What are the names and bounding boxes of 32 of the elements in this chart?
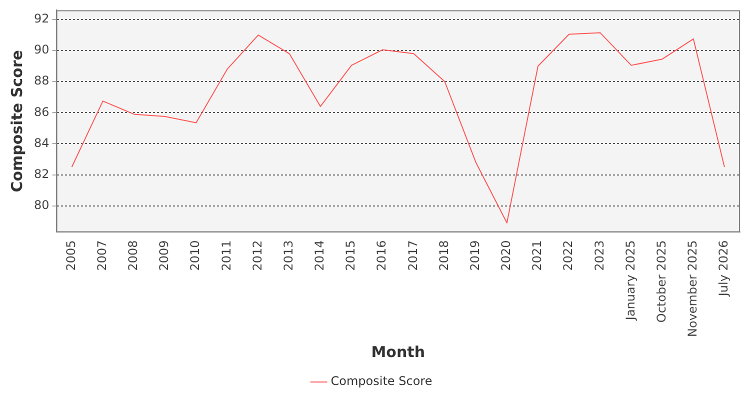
x-tick-label: 2012 <box>250 240 264 271</box>
x-tick-label: 2010 <box>188 240 202 271</box>
x-tick-label: 2013 <box>281 240 296 271</box>
x-tick-label: 2017 <box>406 240 420 271</box>
y-tick-label: 88 <box>34 74 50 88</box>
x-tick-label: October 2025 <box>654 240 668 323</box>
x-tick-label: 2018 <box>436 240 451 271</box>
y-axis-title: Composite Score <box>8 50 26 192</box>
x-tick-label: 2023 <box>592 240 606 271</box>
x-tick-label: 2020 <box>499 240 514 271</box>
x-tick-label: 2005 <box>64 240 78 271</box>
y-tick-label: 86 <box>34 104 50 119</box>
x-tick-label: 2009 <box>157 240 172 271</box>
x-tick-label: 2021 <box>530 240 544 271</box>
y-tick-label: 92 <box>34 12 50 26</box>
x-tick-label: 2016 <box>374 240 389 271</box>
y-tick-label: 82 <box>34 166 50 181</box>
x-tick-label: 2011 <box>219 240 234 271</box>
x-tick-label: 2014 <box>312 240 327 271</box>
y-tick-label: 90 <box>34 42 50 57</box>
x-tick-label: November 2025 <box>686 240 700 337</box>
x-tick-label: January 2025 <box>623 240 638 322</box>
y-tick-label: 80 <box>34 198 50 212</box>
x-tick-label: 2007 <box>95 240 110 271</box>
y-tick-label: 84 <box>34 136 50 150</box>
x-axis-title: Month <box>371 342 426 361</box>
x-tick-label: 2019 <box>468 240 482 271</box>
legend-label: Composite Score <box>330 374 432 388</box>
x-tick-label: 2008 <box>126 240 140 271</box>
x-tick-label: July 2026 <box>716 240 731 298</box>
x-tick-label: 2015 <box>344 240 358 271</box>
x-tick-label: 2022 <box>561 240 576 271</box>
